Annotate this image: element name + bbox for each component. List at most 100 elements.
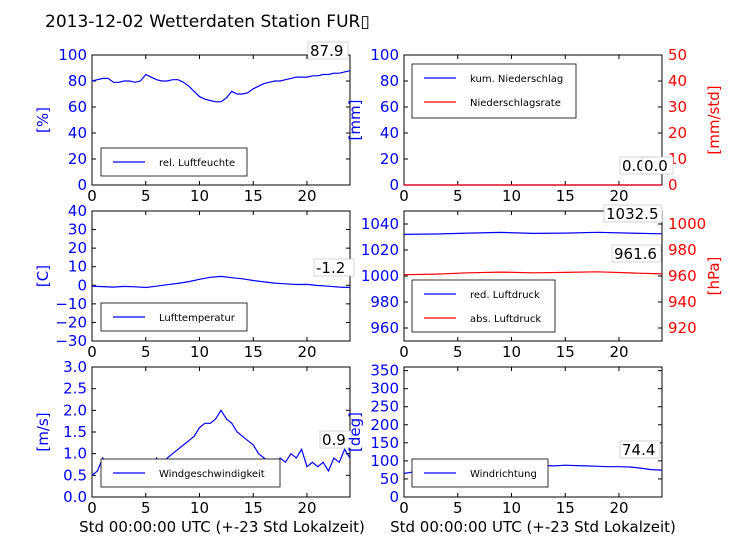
last-value-box [319,430,352,449]
x-tick-label: 20 [297,499,316,517]
x-tick-label: 10 [502,343,521,361]
legend-label: Windgeschwindigkeit [159,469,265,480]
x-tick-label: 15 [244,343,263,361]
legend: Lufttemperatur [100,302,248,332]
last-value-label: 961.6 [611,244,662,263]
last-value-box [611,244,662,263]
x-tick-label: 20 [609,343,628,361]
y-tick-label: 60 [68,98,87,116]
x-tick-label: 20 [609,499,628,517]
x-tick-label: 5 [453,187,463,205]
x-tick-label: 5 [141,343,151,361]
x-tick-label: 5 [453,343,463,361]
legend-label: red. Luftdruck [470,290,540,301]
x-tick-label: 5 [141,187,151,205]
y-right-tick-label: 980 [668,241,697,259]
y-tick-label: 40 [68,202,87,220]
legend: Windrichtung [411,458,549,488]
y-axis-label-right: [hPa] [705,257,723,296]
last-value-text: 74.4 [622,441,655,459]
legend-label: Windrichtung [470,469,537,480]
y-tick-label: 80 [380,72,399,90]
x-tick-label: 15 [244,187,263,205]
x-tick-label: 15 [244,499,263,517]
y-tick-label: 40 [68,124,87,142]
xlabel-left: Std 00:00:00 UTC (+-23 Std Lokalzeit) [79,518,365,536]
last-value-box [641,156,674,175]
y-tick-label: 0 [389,176,399,194]
y-tick-label: 20 [68,150,87,168]
last-value-text: 1032.5 [606,205,659,223]
last-value-label: 74.4 [619,440,661,459]
y-tick-label: 1.5 [63,423,87,441]
last-value-box [313,258,355,277]
y-tick-label: 0 [389,488,399,506]
y-tick-label: 100 [370,46,399,64]
y-tick-label: 100 [370,452,399,470]
last-value-box [603,204,663,223]
y-tick-label: −10 [55,295,87,313]
x-tick-label: 15 [556,343,575,361]
y-tick-label: 100 [58,46,87,64]
y-tick-label: 2.5 [63,380,87,398]
y-tick-label: 1000 [361,267,399,285]
y-right-tick-label: 920 [668,319,697,337]
y-tick-label: 0 [77,276,87,294]
y-axis-label: [%] [34,107,52,133]
y-axis-label: [m/s] [34,412,52,451]
y-axis-label: [deg] [346,412,364,452]
y-tick-label: 20 [68,239,87,257]
x-tick-label: 0 [399,343,409,361]
y-tick-label: 20 [380,150,399,168]
y-tick-label: 350 [370,362,399,380]
last-value-text: 0.0 [644,157,668,175]
x-tick-label: 15 [556,187,575,205]
y-tick-label: 150 [370,434,399,452]
x-tick-label: 15 [556,499,575,517]
series-line-lufttemperatur [91,275,351,289]
y-axis-label: [mm] [346,100,364,141]
panel-wind_speed: 0 5 10 15 20 0.0 0.5 1.0 1.5 2.0 2.5 3.0 [m/s] Windge… [34,358,352,517]
y-tick-label: 1020 [361,241,399,259]
legend-label: kum. Niederschlag [470,74,563,85]
y-tick-label: 40 [380,124,399,142]
x-tick-label: 20 [297,343,316,361]
y-right-tick-label: 940 [668,293,697,311]
y-tick-label: −20 [55,313,87,331]
y-tick-label: 0 [77,176,87,194]
legend-box [411,63,577,119]
y-right-tick-label: 960 [668,267,697,285]
x-tick-label: 10 [190,187,209,205]
y-right-tick-label: 0 [668,176,678,194]
legend-box [411,279,556,333]
y-tick-label: 960 [370,319,399,337]
y-tick-label: 1.0 [63,445,87,463]
y-right-tick-label: 30 [668,98,687,116]
y-tick-label: −30 [55,332,87,350]
y-tick-label: 1040 [361,215,399,233]
x-tick-label: 0 [399,187,409,205]
y-tick-label: 200 [370,416,399,434]
panel-pressure: 0 5 10 15 20 960 980 1000 1020 1040 920 940 960 980 10… [361,204,723,361]
xlabel-right: Std 00:00:00 UTC (+-23 Std Lokalzeit) [390,518,676,536]
last-value-text: 87.9 [310,42,343,60]
x-tick-label: 10 [502,187,521,205]
figure-title: 2013-12-02 Wetterdaten Station FUR▯ [45,12,370,32]
legend-label: abs. Luftdruck [470,314,541,325]
y-tick-label: 60 [380,98,399,116]
y-tick-label: 2.0 [63,401,87,419]
last-value-text: 961.6 [614,245,657,263]
x-tick-label: 0 [87,499,97,517]
x-tick-label: 0 [87,187,97,205]
panel-temperature: 0 5 10 15 20−30−20−10010203040[C]Lufttempera… [34,202,355,361]
panel-wind_direction: 0 5 10 15 20050100150200250300350[deg]Windri… [346,362,663,517]
y-axis-label: [C] [34,265,52,287]
legend-label: Lufttemperatur [159,313,236,324]
legend: rel. Luftfeuchte [100,147,248,177]
last-value-label: -1.2 [313,258,355,277]
last-value-label: 0.9 [319,430,352,449]
last-value-label: 1032.5 [603,204,663,223]
y-tick-label: 10 [68,258,87,276]
y-tick-label: 0.5 [63,466,87,484]
